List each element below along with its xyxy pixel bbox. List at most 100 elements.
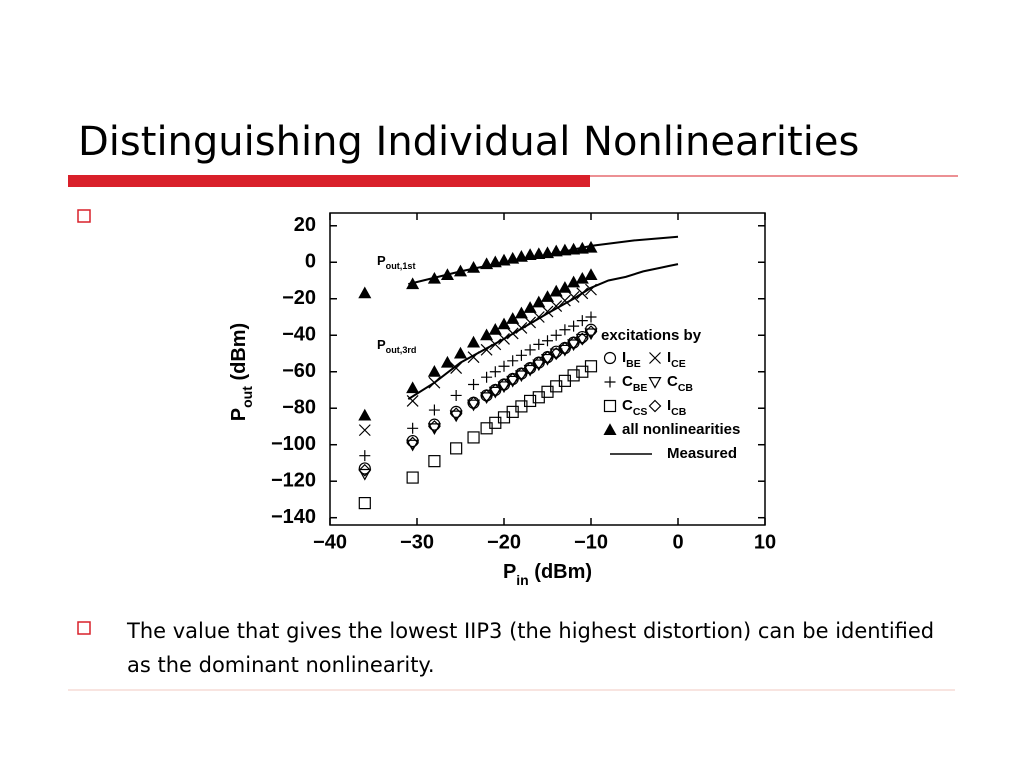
data-point xyxy=(567,275,581,288)
slide-title: Distinguishing Individual Nonlinearities xyxy=(78,119,859,165)
data-point xyxy=(450,362,463,375)
data-point xyxy=(568,320,580,332)
legend-swatch xyxy=(603,399,617,413)
data-point xyxy=(489,366,501,378)
data-point xyxy=(406,395,419,407)
data-point xyxy=(549,284,563,297)
data-point xyxy=(358,497,371,510)
data-point xyxy=(450,442,463,455)
data-point xyxy=(549,348,563,361)
data-point xyxy=(542,335,553,347)
y-tick-label: −40 xyxy=(282,324,316,346)
data-point xyxy=(550,329,562,341)
y-tick-label: 20 xyxy=(294,214,316,236)
data-point xyxy=(515,367,528,380)
data-point xyxy=(523,361,537,375)
data-point xyxy=(558,294,571,307)
data-point xyxy=(497,378,511,391)
data-point xyxy=(584,268,598,281)
legend-label: Measured xyxy=(667,445,737,462)
x-tick-label: 10 xyxy=(754,531,776,553)
annotation: Pout,3rd xyxy=(377,337,417,355)
y-tick-label: −60 xyxy=(282,360,316,382)
y-tick-label: 0 xyxy=(305,251,316,273)
data-point xyxy=(467,335,481,348)
bullet-text: The value that gives the lowest IIP3 (th… xyxy=(127,619,935,677)
data-point xyxy=(407,422,419,434)
data-point xyxy=(453,346,468,359)
data-point xyxy=(533,338,545,350)
x-tick-label: −40 xyxy=(313,531,347,553)
data-point xyxy=(358,462,371,475)
x-axis-label: Pin (dBm) xyxy=(503,561,592,587)
legend-swatch xyxy=(648,377,662,389)
chart: −40 −30 −20 −10 0 10200−20−40−60−80−100−120−1… xyxy=(228,212,776,588)
legend-label: ICB xyxy=(667,397,687,418)
data-point xyxy=(576,330,589,344)
y-axis-label: Pout (dBm) xyxy=(228,323,254,421)
data-point xyxy=(358,408,372,421)
y-tick-label: −120 xyxy=(271,469,316,491)
plot-frame xyxy=(329,212,766,526)
data-point xyxy=(567,369,580,382)
data-point xyxy=(532,356,546,369)
legend-swatch xyxy=(603,423,617,435)
legend-label: CCS xyxy=(622,397,647,418)
y-tick-label: −20 xyxy=(282,287,316,309)
data-point xyxy=(440,355,454,368)
legend-label: all nonlinearities xyxy=(622,421,740,438)
x-tick-label: −20 xyxy=(487,531,521,553)
data-point xyxy=(480,389,493,402)
data-point xyxy=(488,383,502,397)
legend-swatch xyxy=(603,351,617,365)
data-point xyxy=(584,325,598,338)
data-point xyxy=(427,365,441,377)
data-point xyxy=(467,396,480,410)
bullet-marker xyxy=(77,621,91,635)
data-point xyxy=(524,344,536,356)
data-point xyxy=(575,333,589,346)
data-point xyxy=(506,372,520,386)
title-bar xyxy=(68,175,590,187)
bullet-marker xyxy=(77,209,91,223)
data-point xyxy=(498,360,510,372)
data-point xyxy=(567,336,580,349)
legend-title: excitations by xyxy=(601,327,702,344)
data-point xyxy=(549,347,563,360)
data-point xyxy=(523,394,537,408)
legend-label: CCB xyxy=(667,373,693,394)
data-point xyxy=(575,271,589,284)
data-point xyxy=(450,389,462,401)
data-point xyxy=(550,345,563,358)
data-point xyxy=(358,286,372,299)
y-tick-label: −140 xyxy=(271,506,316,528)
data-point xyxy=(359,450,371,462)
data-point xyxy=(585,311,597,323)
data-point xyxy=(558,341,572,355)
x-tick-label: 0 xyxy=(672,531,683,553)
data-point xyxy=(449,407,463,421)
data-point xyxy=(468,379,480,391)
data-point xyxy=(576,315,588,327)
data-point xyxy=(507,355,519,367)
data-point xyxy=(515,349,527,361)
data-point xyxy=(358,424,371,437)
data-point xyxy=(467,431,480,444)
data-point xyxy=(559,324,571,336)
y-tick-label: −80 xyxy=(282,397,316,419)
data-point xyxy=(428,420,441,433)
data-point xyxy=(575,332,589,346)
legend-label: ICE xyxy=(667,349,686,370)
data-line xyxy=(407,235,679,400)
data-point xyxy=(358,463,372,477)
legend-label: CBE xyxy=(622,373,647,394)
data-point xyxy=(481,371,493,383)
legend-label: IBE xyxy=(622,349,641,370)
legend-swatch xyxy=(604,376,616,388)
legend-swatch xyxy=(649,352,661,364)
x-tick-label: −10 xyxy=(574,531,608,553)
legend-swatch xyxy=(648,399,662,413)
data-point xyxy=(406,381,420,394)
